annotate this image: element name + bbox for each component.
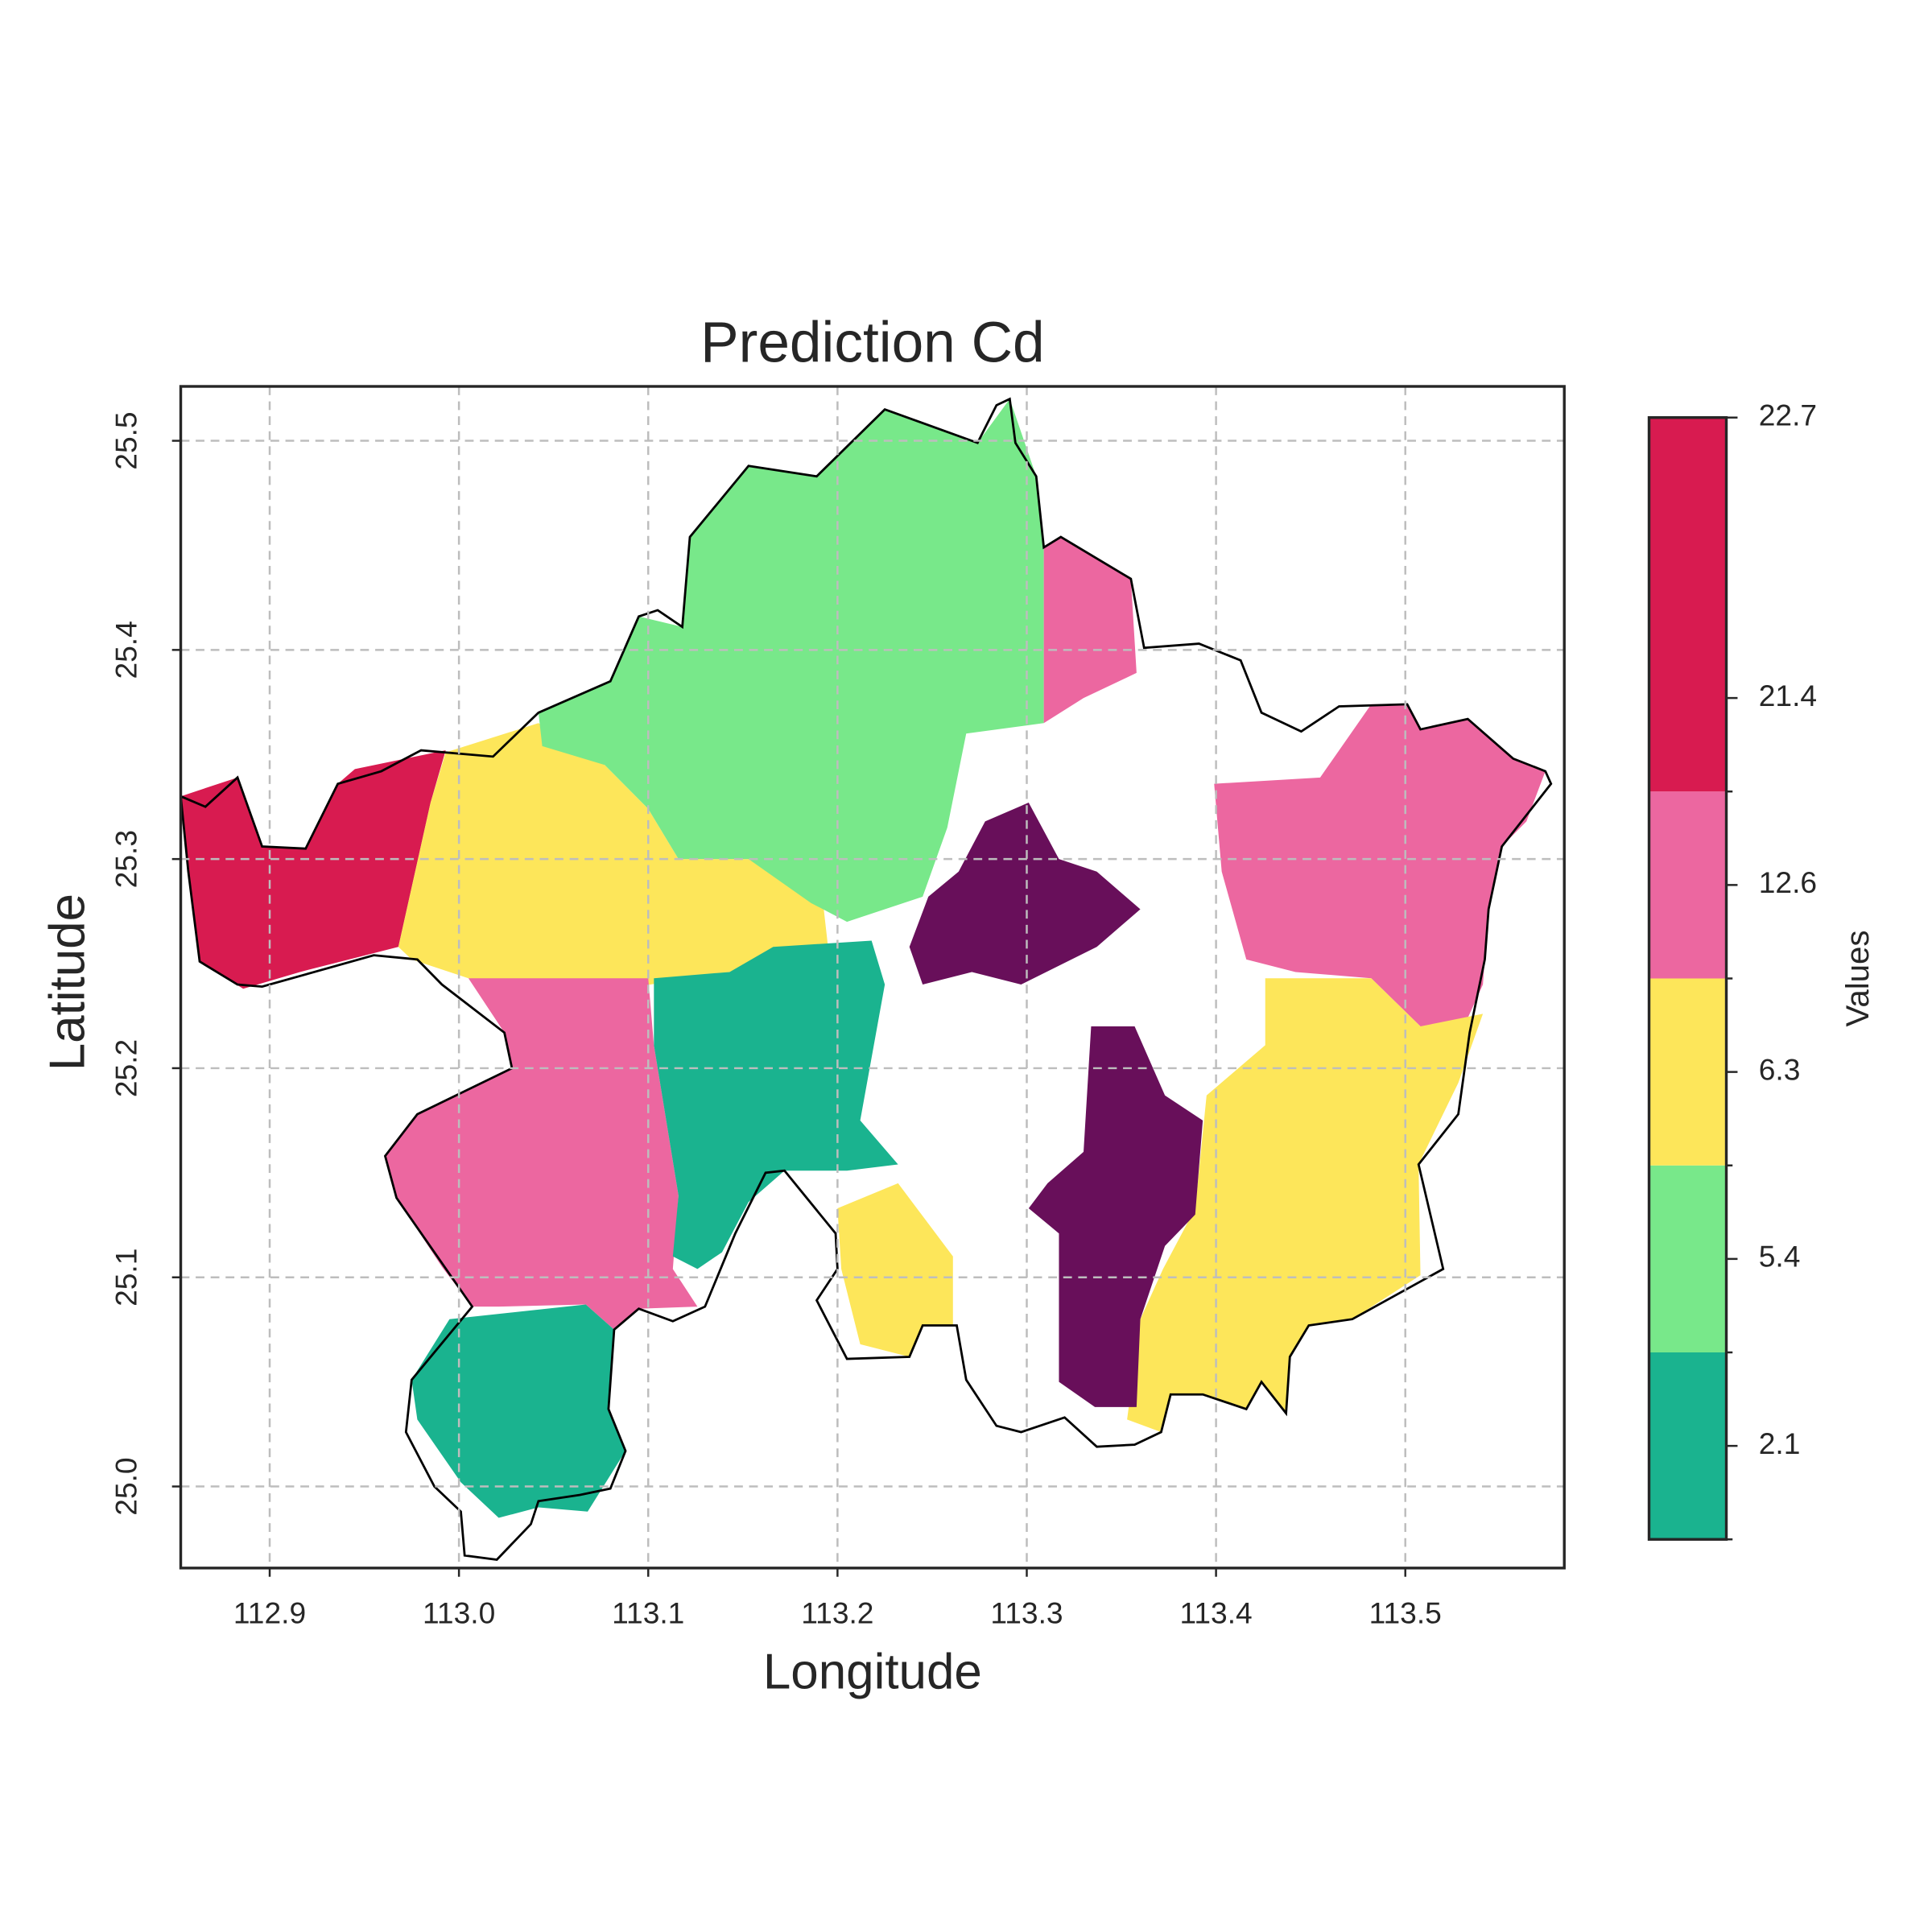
map-layer xyxy=(180,397,1553,1561)
x-tick-label: 113.1 xyxy=(612,1596,684,1630)
value-zone xyxy=(538,398,1044,923)
y-tick-label: 25.0 xyxy=(109,1457,142,1515)
y-tick-label: 25.4 xyxy=(109,621,142,679)
chart-title: Prediction Cd xyxy=(700,311,1045,374)
y-tick-label: 25.2 xyxy=(109,1039,142,1097)
colorbar-tick-label: 2.1 xyxy=(1759,1426,1801,1460)
value-zone xyxy=(1214,704,1546,1026)
x-tick-label: 113.2 xyxy=(801,1596,873,1630)
value-zone xyxy=(909,803,1141,985)
y-axis-label: Latitude xyxy=(40,894,96,1071)
value-zone xyxy=(411,1304,626,1518)
colorbar-tick-label: 5.4 xyxy=(1759,1240,1801,1274)
colorbar-segment xyxy=(1649,791,1727,979)
value-zone xyxy=(385,978,698,1330)
colorbar-segment xyxy=(1649,417,1727,792)
colorbar-tick-label: 21.4 xyxy=(1759,679,1817,712)
value-zone xyxy=(398,723,828,989)
x-tick-label: 113.3 xyxy=(990,1596,1063,1630)
colorbar-segment xyxy=(1649,1352,1727,1540)
value-zone xyxy=(837,1183,953,1357)
value-zone xyxy=(180,750,446,989)
y-tick-label: 25.5 xyxy=(109,411,142,469)
y-tick-label: 25.3 xyxy=(109,830,142,888)
colorbar-frame xyxy=(1647,416,1728,1541)
colorbar-label: Values xyxy=(1839,930,1876,1026)
x-axis-label: Longitude xyxy=(763,1644,982,1699)
x-tick-label: 113.5 xyxy=(1369,1596,1442,1630)
colorbar-segment xyxy=(1649,978,1727,1166)
colorbar-tick-label: 6.3 xyxy=(1759,1052,1801,1086)
grid xyxy=(180,386,1565,1568)
x-tick-label: 112.9 xyxy=(233,1596,306,1630)
colorbar-tick-label: 22.7 xyxy=(1759,398,1817,432)
value-zone xyxy=(1043,537,1137,724)
y-tick-label: 25.1 xyxy=(109,1249,142,1307)
x-tick-label: 113.0 xyxy=(423,1596,495,1630)
plot-frame xyxy=(179,385,1566,1570)
colorbar-segment xyxy=(1649,1165,1727,1352)
region-boundary xyxy=(180,397,1553,1561)
x-tick-label: 113.4 xyxy=(1179,1596,1252,1630)
value-zone xyxy=(1028,1026,1203,1407)
foreground: 112.9 113.0 113.1 113.2 113.3 113.4 113.5 25.0 2… xyxy=(109,385,1817,1630)
colorbar-tick-label: 12.6 xyxy=(1759,865,1817,899)
